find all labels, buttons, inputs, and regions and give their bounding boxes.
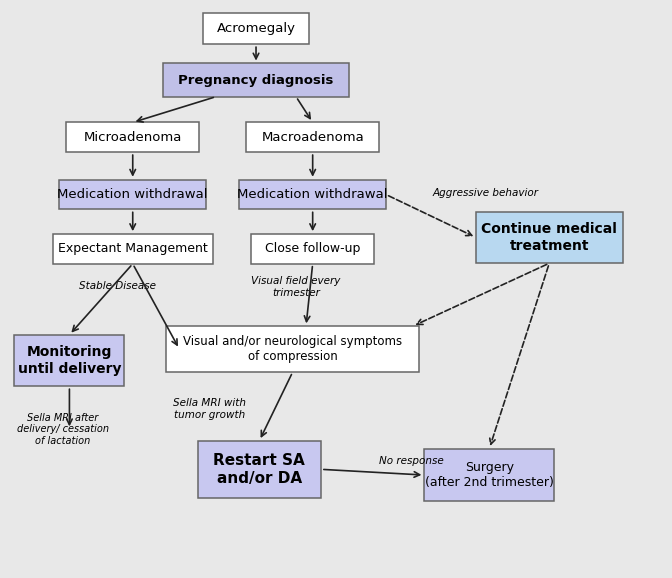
Text: Acromegaly: Acromegaly: [216, 22, 296, 35]
Text: Pregnancy diagnosis: Pregnancy diagnosis: [178, 73, 334, 87]
FancyBboxPatch shape: [203, 13, 309, 45]
Text: Visual and/or neurological symptoms
of compression: Visual and/or neurological symptoms of c…: [183, 335, 403, 363]
FancyBboxPatch shape: [59, 180, 206, 209]
FancyBboxPatch shape: [246, 123, 379, 152]
FancyBboxPatch shape: [166, 326, 419, 372]
Text: Stable Disease: Stable Disease: [79, 281, 157, 291]
FancyBboxPatch shape: [14, 335, 124, 386]
FancyBboxPatch shape: [239, 180, 386, 209]
FancyBboxPatch shape: [251, 234, 374, 264]
FancyBboxPatch shape: [424, 449, 554, 501]
FancyBboxPatch shape: [198, 440, 321, 498]
Text: Expectant Management: Expectant Management: [58, 242, 208, 255]
Text: Sella MRI after
delivery/ cessation
of lactation: Sella MRI after delivery/ cessation of l…: [17, 413, 109, 446]
Text: No response: No response: [379, 455, 444, 466]
Text: Monitoring
until delivery: Monitoring until delivery: [17, 346, 121, 376]
FancyBboxPatch shape: [53, 234, 213, 264]
Text: Restart SA
and/or DA: Restart SA and/or DA: [214, 453, 305, 486]
Text: Sella MRI with
tumor growth: Sella MRI with tumor growth: [173, 398, 246, 420]
FancyBboxPatch shape: [476, 212, 622, 263]
Text: Visual field every
trimester: Visual field every trimester: [251, 276, 341, 298]
FancyBboxPatch shape: [66, 123, 200, 152]
Text: Surgery
(after 2nd trimester): Surgery (after 2nd trimester): [425, 461, 554, 489]
FancyBboxPatch shape: [163, 64, 349, 97]
Text: Aggressive behavior: Aggressive behavior: [433, 188, 539, 198]
Text: Medication withdrawal: Medication withdrawal: [58, 188, 208, 201]
Text: Close follow-up: Close follow-up: [265, 242, 360, 255]
Text: Medication withdrawal: Medication withdrawal: [237, 188, 388, 201]
Text: Continue medical
treatment: Continue medical treatment: [481, 223, 617, 253]
Text: Macroadenoma: Macroadenoma: [261, 131, 364, 144]
Text: Microadenoma: Microadenoma: [83, 131, 182, 144]
